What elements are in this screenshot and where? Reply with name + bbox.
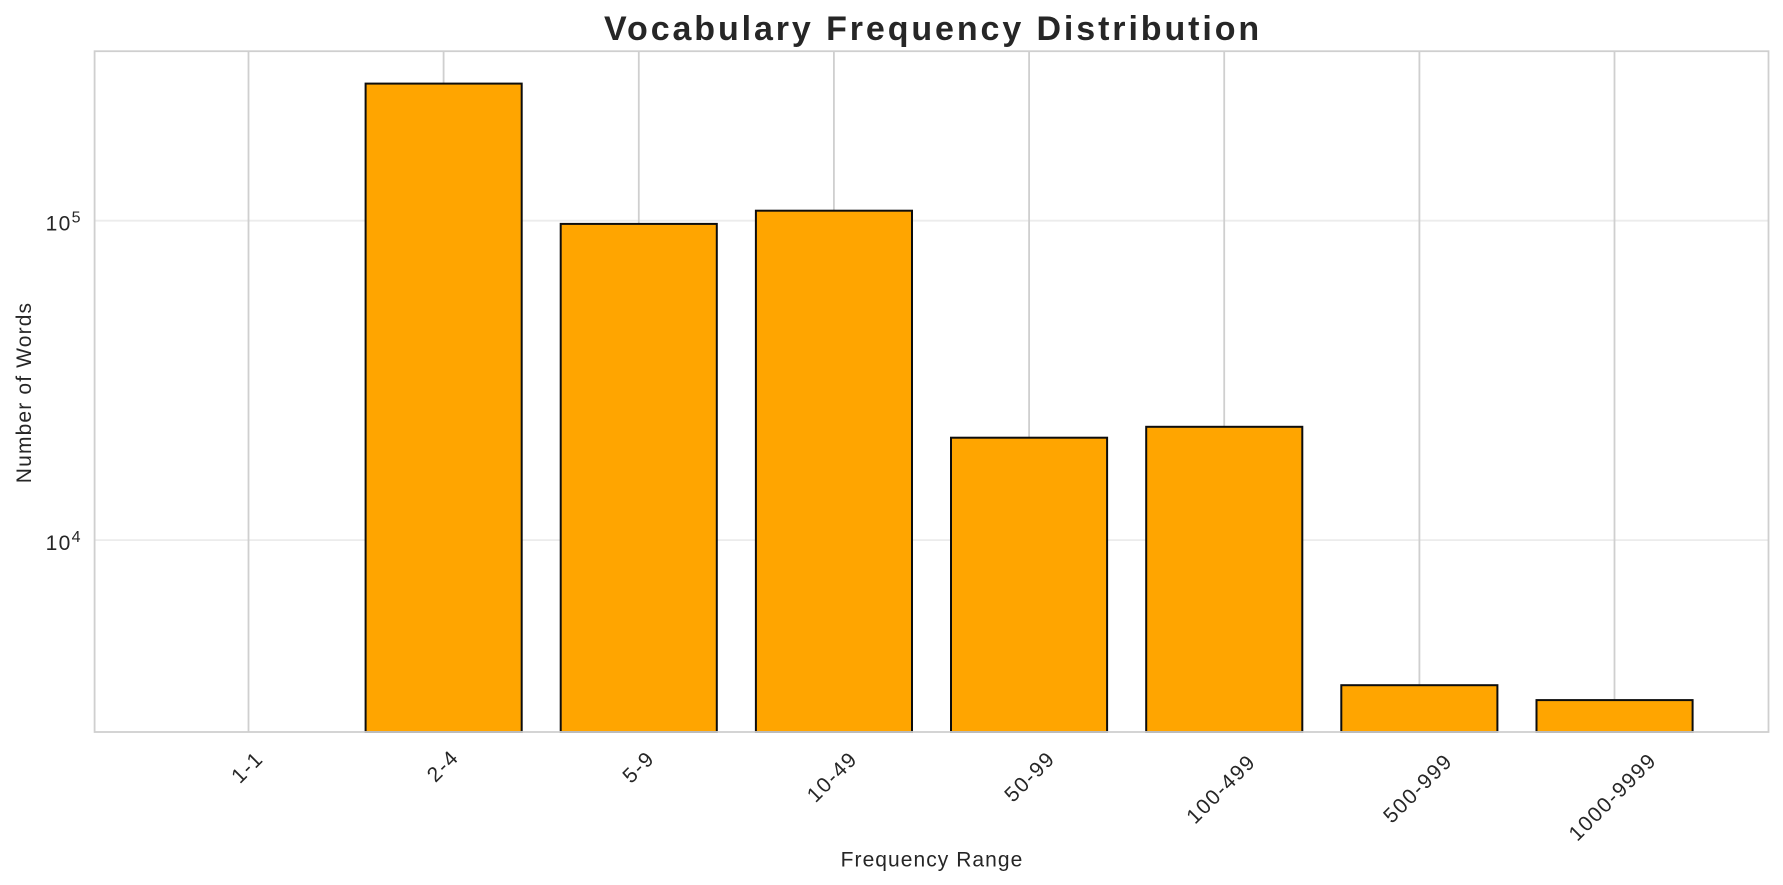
svg-text:Number of Words: Number of Words	[13, 302, 36, 483]
svg-text:105: 105	[46, 210, 81, 236]
svg-text:Frequency Range: Frequency Range	[841, 848, 1024, 871]
svg-text:Vocabulary Frequency Distribut: Vocabulary Frequency Distribution	[604, 10, 1262, 48]
